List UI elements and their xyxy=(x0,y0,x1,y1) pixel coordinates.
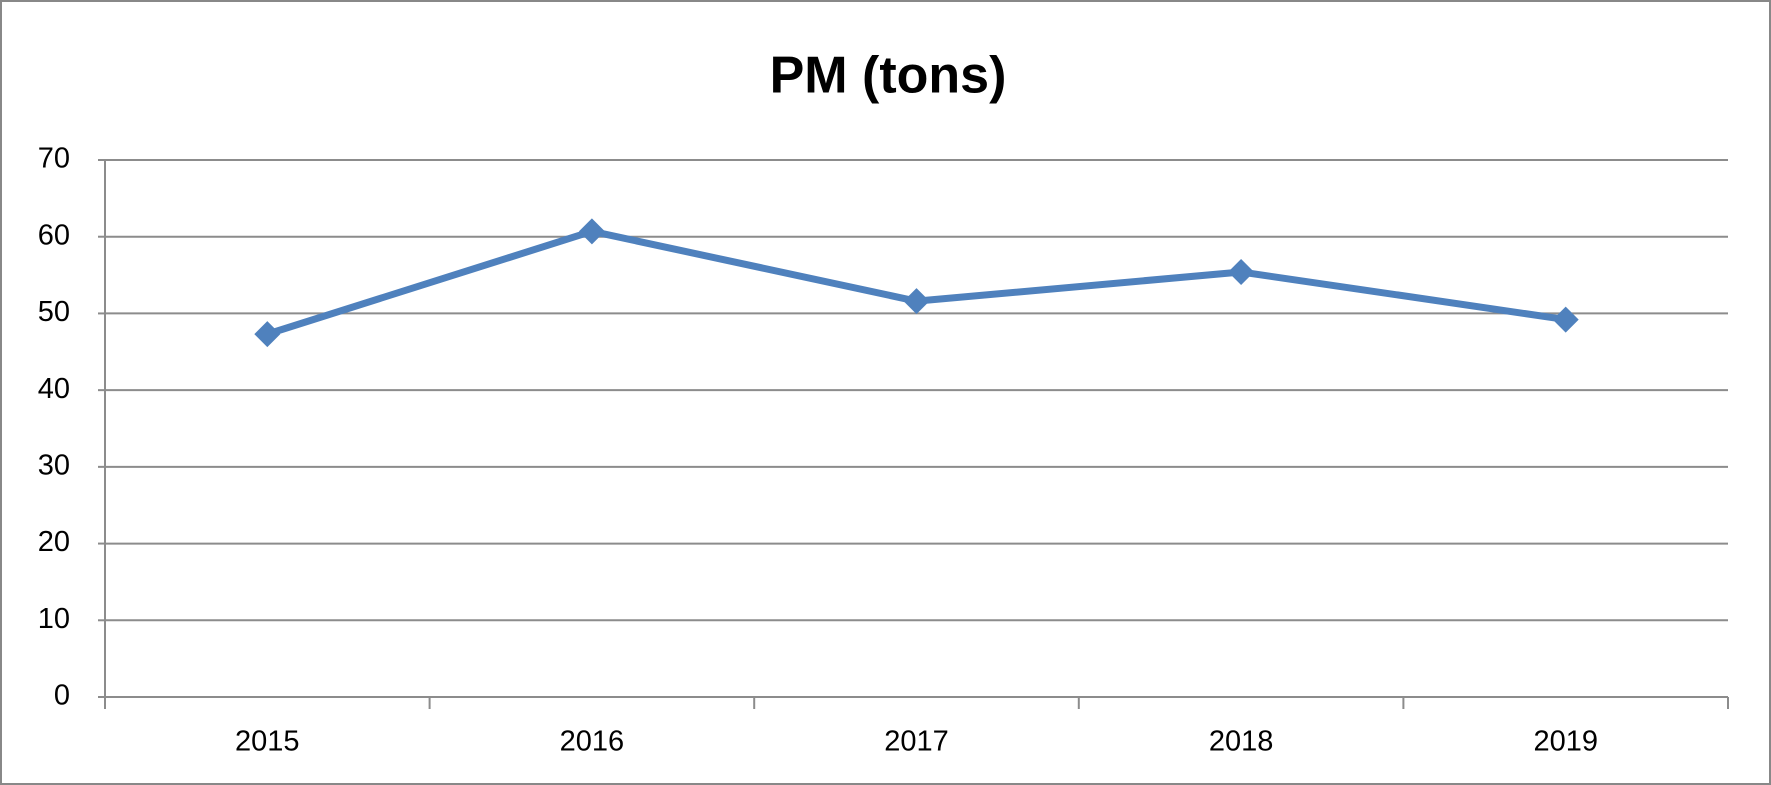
x-tick-label: 2015 xyxy=(235,726,300,758)
y-tick-label: 20 xyxy=(38,526,70,558)
data-point xyxy=(254,321,281,348)
y-tick-label: 60 xyxy=(38,219,70,251)
y-tick-label: 40 xyxy=(38,373,70,405)
y-tick-label: 0 xyxy=(54,680,70,712)
data-point xyxy=(1552,306,1579,333)
chart-title: PM (tons) xyxy=(770,47,1007,105)
y-tick-label: 50 xyxy=(38,296,70,328)
data-point xyxy=(1228,259,1255,286)
x-tick-label: 2017 xyxy=(884,726,949,758)
x-tick-label: 2016 xyxy=(560,726,625,758)
data-point xyxy=(903,288,930,315)
y-tick-label: 10 xyxy=(38,603,70,635)
x-tick-label: 2019 xyxy=(1533,726,1598,758)
y-tick-label: 30 xyxy=(38,450,70,482)
data-point xyxy=(578,218,605,245)
y-tick-label: 70 xyxy=(38,143,70,175)
x-tick-label: 2018 xyxy=(1209,726,1274,758)
